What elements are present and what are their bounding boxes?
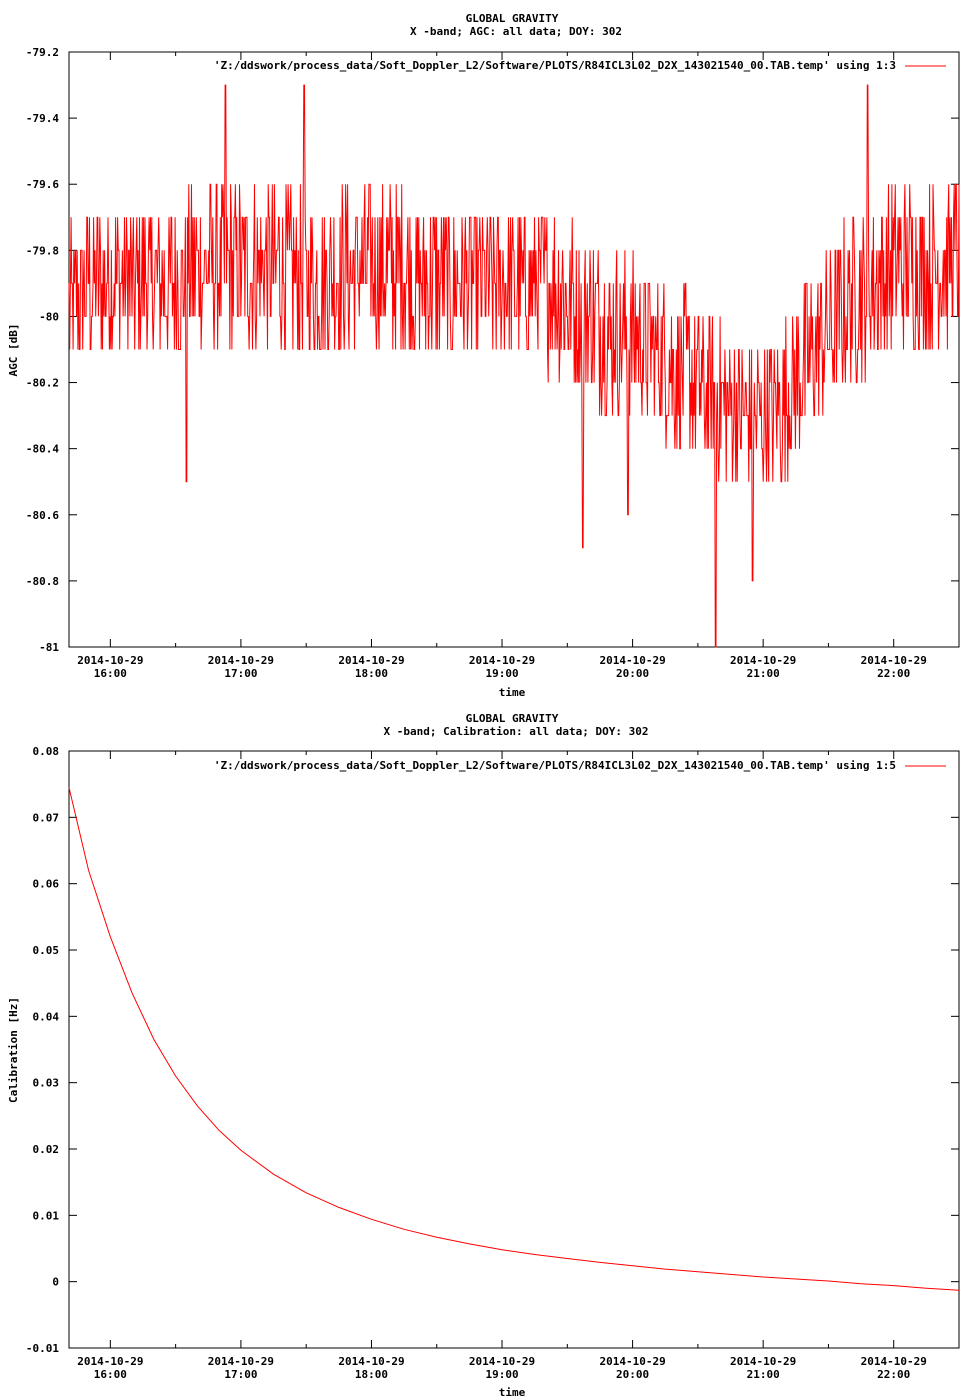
y-tick-label: 0 [52, 1276, 59, 1289]
y-tick-label: -79.2 [26, 46, 59, 59]
x-tick-time-label: 19:00 [485, 667, 518, 680]
plot-frame [68, 750, 960, 1349]
agc-chart: GLOBAL GRAVITY X -band; AGC: all data; D… [7, 12, 960, 699]
x-axis-label: time [499, 686, 526, 699]
y-tick-label: -79.8 [26, 244, 59, 257]
x-tick-time-label: 18:00 [355, 1368, 388, 1381]
x-tick-time-label: 17:00 [224, 667, 257, 680]
y-tick-label: -80.4 [26, 443, 59, 456]
x-tick-time-label: 21:00 [747, 1368, 780, 1381]
x-tick-time-label: 20:00 [616, 1368, 649, 1381]
legend-label: 'Z:/ddswork/process_data/Soft_Doppler_L2… [214, 759, 896, 772]
y-tick-label: -80.2 [26, 377, 59, 390]
legend-label: 'Z:/ddswork/process_data/Soft_Doppler_L2… [214, 59, 896, 72]
x-tick-time-label: 22:00 [877, 1368, 910, 1381]
y-axis-label: AGC [dB] [7, 324, 20, 377]
x-tick-date-label: 2014-10-29 [208, 654, 274, 667]
series-line [68, 84, 960, 648]
y-tick-label: -80 [39, 310, 59, 323]
y-tick-label: 0.05 [33, 944, 60, 957]
y-tick-label: -80.8 [26, 575, 59, 588]
series-line [68, 787, 960, 1291]
y-tick-label: 0.03 [33, 1077, 60, 1090]
x-tick-date-label: 2014-10-29 [861, 1355, 927, 1368]
y-axis-label: Calibration [Hz] [7, 997, 20, 1103]
x-tick-date-label: 2014-10-29 [599, 1355, 665, 1368]
chart-subtitle: X -band; AGC: all data; DOY: 302 [410, 25, 622, 38]
x-tick-time-label: 19:00 [485, 1368, 518, 1381]
x-tick-date-label: 2014-10-29 [599, 654, 665, 667]
y-tick-label: -81 [39, 641, 59, 654]
x-tick-date-label: 2014-10-29 [77, 1355, 143, 1368]
y-tick-label: 0.07 [33, 811, 60, 824]
x-axis-label: time [499, 1386, 526, 1399]
plot-frame [68, 51, 960, 648]
x-tick-time-label: 20:00 [616, 667, 649, 680]
chart-title: GLOBAL GRAVITY [466, 12, 559, 25]
x-tick-date-label: 2014-10-29 [469, 654, 535, 667]
x-tick-date-label: 2014-10-29 [77, 654, 143, 667]
x-tick-date-label: 2014-10-29 [730, 654, 796, 667]
y-tick-label: -80.6 [26, 509, 59, 522]
y-tick-label: 0.02 [33, 1143, 60, 1156]
chart-title: GLOBAL GRAVITY [466, 712, 559, 725]
x-tick-date-label: 2014-10-29 [208, 1355, 274, 1368]
x-tick-time-label: 16:00 [94, 1368, 127, 1381]
y-tick-label: -79.4 [26, 112, 59, 125]
x-tick-time-label: 18:00 [355, 667, 388, 680]
x-tick-time-label: 17:00 [224, 1368, 257, 1381]
x-tick-time-label: 22:00 [877, 667, 910, 680]
y-tick-label: -0.01 [26, 1342, 59, 1355]
y-tick-label: 0.08 [33, 745, 60, 758]
y-tick-label: 0.04 [33, 1010, 60, 1023]
x-tick-time-label: 21:00 [747, 667, 780, 680]
x-tick-date-label: 2014-10-29 [338, 654, 404, 667]
calibration-chart: GLOBAL GRAVITY X -band; Calibration: all… [7, 712, 960, 1399]
chart-subtitle: X -band; Calibration: all data; DOY: 302 [384, 725, 649, 738]
x-tick-time-label: 16:00 [94, 667, 127, 680]
y-tick-label: -79.6 [26, 178, 59, 191]
x-tick-date-label: 2014-10-29 [861, 654, 927, 667]
x-tick-date-label: 2014-10-29 [338, 1355, 404, 1368]
y-tick-label: 0.06 [33, 878, 60, 891]
y-tick-label: 0.01 [33, 1209, 60, 1222]
x-tick-date-label: 2014-10-29 [469, 1355, 535, 1368]
x-tick-date-label: 2014-10-29 [730, 1355, 796, 1368]
